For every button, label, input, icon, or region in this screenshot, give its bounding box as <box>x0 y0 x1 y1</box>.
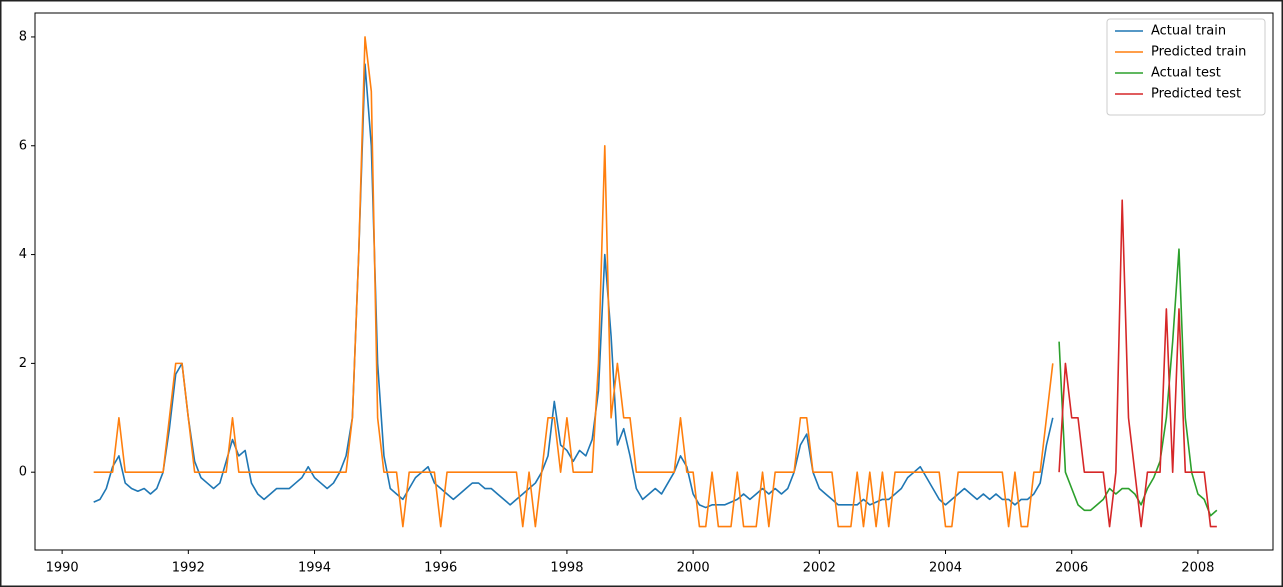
x-tick-label: 2006 <box>1055 561 1088 576</box>
x-tick-label: 2004 <box>929 561 962 576</box>
data-line <box>93 36 1054 528</box>
x-tick-label: 1994 <box>298 561 331 576</box>
x-tick-label: 1996 <box>424 561 457 576</box>
y-tick-label: 4 <box>19 247 27 262</box>
legend-box <box>1106 18 1266 116</box>
y-tick-label: 2 <box>19 356 27 371</box>
data-line <box>1058 199 1217 528</box>
y-tick-label: 6 <box>19 138 27 153</box>
legend-label: Actual train <box>1151 24 1226 39</box>
y-tick-label: 8 <box>19 29 27 44</box>
x-tick-label: 2002 <box>803 561 836 576</box>
legend-label: Predicted test <box>1151 87 1241 102</box>
x-tick-label: 1992 <box>172 561 205 576</box>
x-tick-label: 1998 <box>550 561 583 576</box>
legend-label: Actual test <box>1151 66 1221 81</box>
x-tick-label: 2000 <box>677 561 710 576</box>
y-tick-label: 0 <box>19 465 27 480</box>
x-tick-label: 1990 <box>46 561 79 576</box>
x-tick-label: 2008 <box>1181 561 1214 576</box>
legend-label: Predicted train <box>1151 45 1246 60</box>
plot-area <box>34 12 1274 551</box>
